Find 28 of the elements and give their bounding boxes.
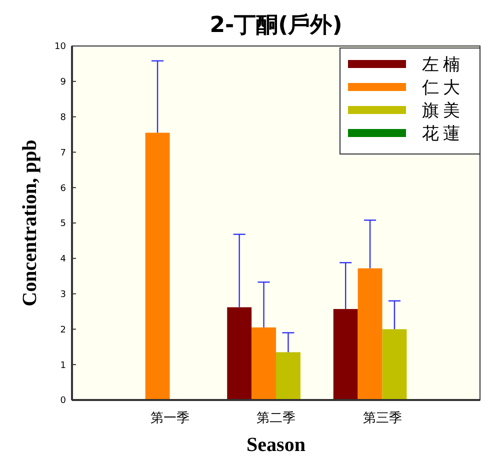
y-tick-label: 7 (60, 148, 66, 158)
y-tick-label: 5 (60, 219, 66, 230)
y-tick-label: 1 (60, 360, 66, 371)
x-tick-label: 第一季 (150, 411, 190, 426)
y-tick-label: 9 (60, 78, 66, 88)
legend-label: 仁大 (421, 78, 464, 98)
y-axis-title: Concentration, ppb (19, 140, 41, 306)
y-tick-label: 0 (60, 396, 66, 406)
bar (252, 327, 276, 400)
y-tick-label: 4 (60, 254, 66, 265)
bar (358, 268, 382, 400)
x-axis-title: Season (246, 434, 306, 456)
bar (145, 132, 170, 400)
x-tick-label: 第二季 (256, 411, 296, 426)
y-tick-label: 2 (60, 325, 66, 336)
bar (382, 329, 407, 400)
y-tick-label: 6 (60, 184, 66, 194)
bar (276, 352, 300, 400)
y-tick-label: 8 (60, 112, 66, 123)
chart-title: 2-丁酮(戶外) (210, 13, 342, 38)
legend-label: 左楠 (422, 54, 464, 75)
legend-label: 花蓮 (422, 124, 464, 144)
bar (227, 307, 252, 400)
legend-label: 旗美 (422, 100, 464, 121)
y-tick-label: 10 (54, 42, 66, 52)
y-tick-label: 3 (60, 290, 66, 300)
bar (333, 309, 358, 400)
x-tick-label: 第三季 (362, 411, 402, 426)
